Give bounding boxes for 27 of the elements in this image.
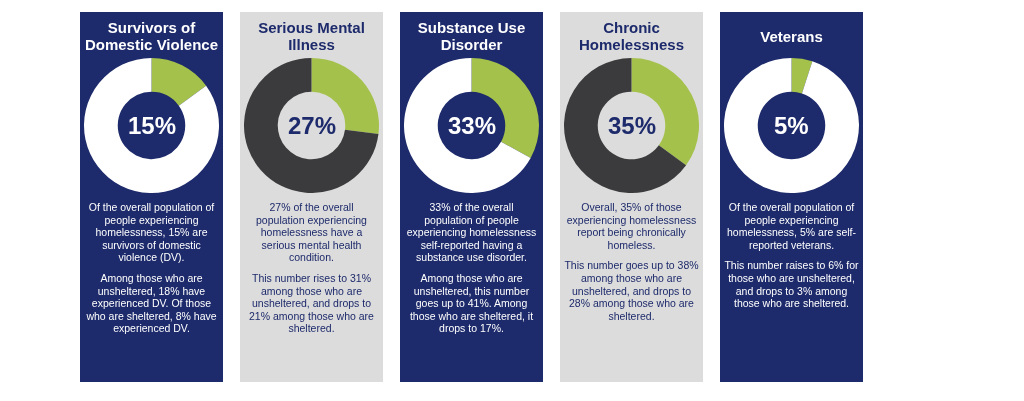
donut-slice <box>564 58 687 193</box>
text: 35% <box>608 112 657 139</box>
donut-slice <box>151 58 207 106</box>
chart-title: Veterans <box>759 26 824 47</box>
donut-slice <box>404 58 531 193</box>
donut-slice <box>724 58 859 193</box>
chart-title: Substance Use Disorder <box>416 18 527 54</box>
text: Among those who are unsheltered, this number goes up to 41%. Among those who are sheltered, it drops to 17%. <box>408 271 535 335</box>
text: This number rises to 31% among those who are unsheltered, and drops to 21% among those who are sheltered. <box>248 271 375 335</box>
text: 5% <box>774 112 809 139</box>
donut-slice <box>244 58 379 193</box>
text: Overall, 35% of those experiencing homelessness report being chronically homeless. <box>565 201 698 252</box>
text: 33% <box>448 112 497 139</box>
donut-slice <box>84 58 219 193</box>
text: This number raises to 6% for those who are unsheltered, and drops to 3% among those who are sheltered. <box>724 259 859 310</box>
donut-slice <box>791 58 813 94</box>
text: 27% <box>288 112 337 139</box>
text: This number goes up to 38% among those who are unsheltered, and drops to 28% among those who are sheltered. <box>564 259 699 323</box>
text: Of the overall population of people experiencing homelessness, 15% are survivors of domestic violence (DV). <box>87 201 216 264</box>
chart-title: Serious Mental Illness <box>257 18 366 54</box>
text: Of the overall population of people experiencing homelessness, 5% are self-reported veterans. <box>726 201 857 252</box>
text: 15% <box>128 112 177 139</box>
text: Among those who are unsheltered, 18% have experienced DV. Of those who are sheltered, 8% have experienced DV. <box>85 271 218 335</box>
chart-title: Survivors of Domestic Violence <box>84 18 219 54</box>
text: 27% of the overall population experiencing homelessness have a serious mental health condition. <box>255 201 368 264</box>
chart-title: Chronic Homelessness <box>577 18 686 54</box>
text: 33% of the overall population of people experiencing homelessness self-reported having a substance use disorder. <box>405 201 538 264</box>
